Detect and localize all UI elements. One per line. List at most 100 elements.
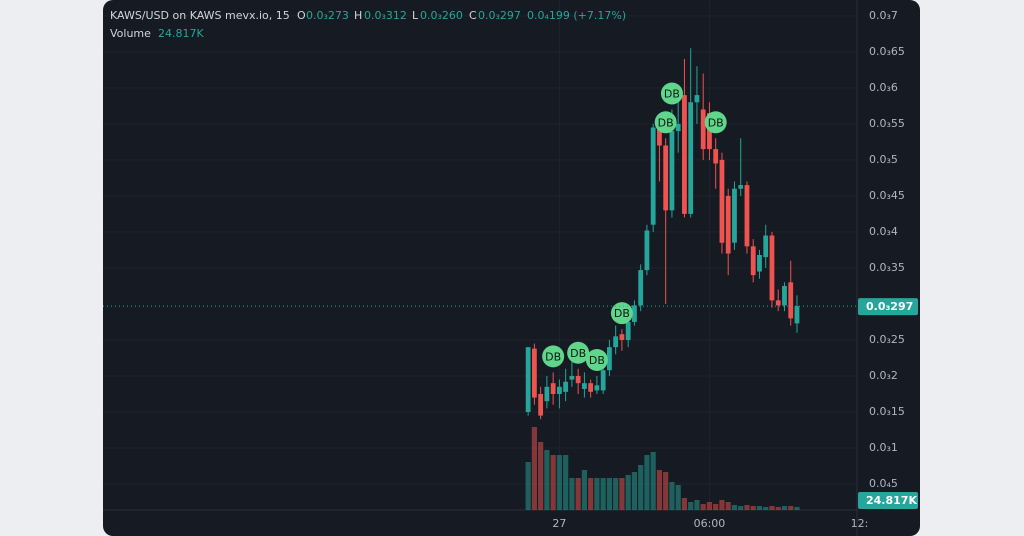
current-price-badge bbox=[858, 298, 918, 316]
candle-body bbox=[719, 159, 725, 243]
volume-bar bbox=[606, 478, 613, 510]
candle-body bbox=[757, 254, 762, 272]
candle-body bbox=[782, 285, 787, 306]
marker-bubble bbox=[704, 111, 727, 134]
current-price-label: 0.0₃297 bbox=[866, 300, 913, 313]
candle-body bbox=[531, 348, 537, 398]
volume-bar bbox=[619, 478, 625, 510]
candle-body bbox=[775, 300, 781, 306]
candle-body bbox=[675, 123, 681, 132]
volume-bar bbox=[694, 500, 700, 510]
y-tick-label: 0.0₃4 bbox=[869, 225, 898, 238]
candle-body bbox=[525, 347, 531, 412]
candle-body bbox=[682, 95, 687, 214]
volume-bar bbox=[681, 498, 688, 510]
open-value: 0.0₃273 bbox=[306, 9, 349, 22]
volume-bar bbox=[525, 462, 531, 510]
marker-bubble bbox=[654, 111, 677, 134]
symbol: KAWS/USD on KAWS mevx.io, 15 bbox=[110, 9, 290, 22]
candle-body bbox=[688, 102, 694, 214]
candle-body bbox=[694, 95, 700, 103]
y-tick-label: 0.0₄5 bbox=[869, 477, 898, 490]
candle-body bbox=[575, 375, 581, 384]
x-tick-label: 06:00 bbox=[694, 517, 726, 530]
close-label: C bbox=[469, 9, 477, 22]
volume-bar bbox=[531, 427, 537, 510]
volume-bar bbox=[706, 502, 713, 510]
candle-body bbox=[725, 195, 731, 254]
candle-body bbox=[732, 188, 737, 243]
candle-body bbox=[582, 383, 587, 389]
volume-bar bbox=[581, 470, 588, 510]
candle-body bbox=[657, 127, 662, 146]
candle-body bbox=[763, 235, 769, 258]
y-tick-label: 0.0₃2 bbox=[869, 369, 898, 382]
x-tick-label: 12: bbox=[851, 517, 869, 530]
volume-bar bbox=[775, 507, 781, 510]
candle-body bbox=[663, 145, 669, 211]
candle-body bbox=[600, 370, 606, 391]
volume-bar bbox=[794, 506, 800, 510]
volume-bar bbox=[788, 506, 794, 510]
y-tick-label: 0.0₃25 bbox=[869, 333, 905, 346]
volume-bar bbox=[544, 450, 550, 510]
volume-title: Volume bbox=[110, 27, 151, 40]
y-tick-label: 0.0₃7 bbox=[869, 9, 898, 22]
volume-bar bbox=[556, 455, 563, 510]
volume-bar bbox=[644, 455, 650, 510]
volume-badge bbox=[858, 492, 918, 509]
volume-bar bbox=[563, 455, 569, 510]
candle-body bbox=[713, 149, 719, 164]
y-tick-label: 0.0₃15 bbox=[869, 405, 905, 418]
marker-label: DB bbox=[545, 350, 561, 363]
volume-bar bbox=[725, 502, 731, 510]
high-value: 0.0₃312 bbox=[364, 9, 407, 22]
marker-label: DB bbox=[570, 347, 586, 360]
x-tick-label: 27 bbox=[552, 517, 566, 530]
candle-body bbox=[569, 375, 575, 380]
marker-label: DB bbox=[614, 307, 630, 320]
volume-bar bbox=[731, 505, 738, 510]
candle-body bbox=[632, 305, 637, 322]
marker-label: DB bbox=[664, 87, 680, 100]
candle-body bbox=[550, 383, 556, 394]
candle-body bbox=[750, 246, 756, 276]
volume-bar bbox=[631, 472, 638, 510]
volume-bar bbox=[613, 478, 619, 510]
close-value: 0.0₃297 bbox=[478, 9, 521, 22]
volume-bar bbox=[575, 478, 581, 510]
candle-body bbox=[538, 393, 544, 416]
y-tick-label: 0.0₃65 bbox=[869, 45, 905, 58]
volume-bar bbox=[688, 502, 694, 510]
volume-bar bbox=[588, 478, 594, 510]
volume-bar bbox=[744, 505, 750, 510]
marker-label: DB bbox=[708, 116, 724, 129]
volume-bar bbox=[600, 478, 606, 510]
candle-body bbox=[563, 381, 569, 392]
y-tick-label: 0.0₃1 bbox=[869, 441, 898, 454]
candle-body bbox=[669, 131, 675, 211]
candle-body bbox=[738, 185, 744, 189]
y-tick-label: 0.0₃45 bbox=[869, 189, 905, 202]
volume-bar bbox=[713, 504, 719, 510]
volume-bar bbox=[569, 478, 575, 510]
volume-bar bbox=[719, 500, 725, 510]
marker-label: DB bbox=[589, 354, 605, 367]
volume-bar bbox=[594, 478, 600, 510]
candle-body bbox=[613, 336, 619, 348]
volume-bar bbox=[781, 506, 788, 510]
volume-value: 24.817K bbox=[158, 27, 204, 40]
axes: 0.0₃7 0.0₃65 0.0₃6 0.0₃55 0.0₃5 0.0₃45 0.0₃4 0.… bbox=[552, 9, 918, 530]
volume-bar bbox=[650, 452, 656, 510]
low-label: L bbox=[412, 9, 419, 22]
candle-body bbox=[744, 185, 750, 247]
volume-bar bbox=[538, 442, 544, 510]
candle-body bbox=[557, 386, 562, 394]
marker-bubble bbox=[610, 302, 633, 325]
candle-body bbox=[588, 383, 594, 392]
volume-bar bbox=[638, 465, 644, 510]
open-label: O bbox=[297, 9, 306, 22]
legend: KAWS/USD on KAWS mevx.io, 15 O 0.0₃273 H… bbox=[110, 9, 626, 40]
